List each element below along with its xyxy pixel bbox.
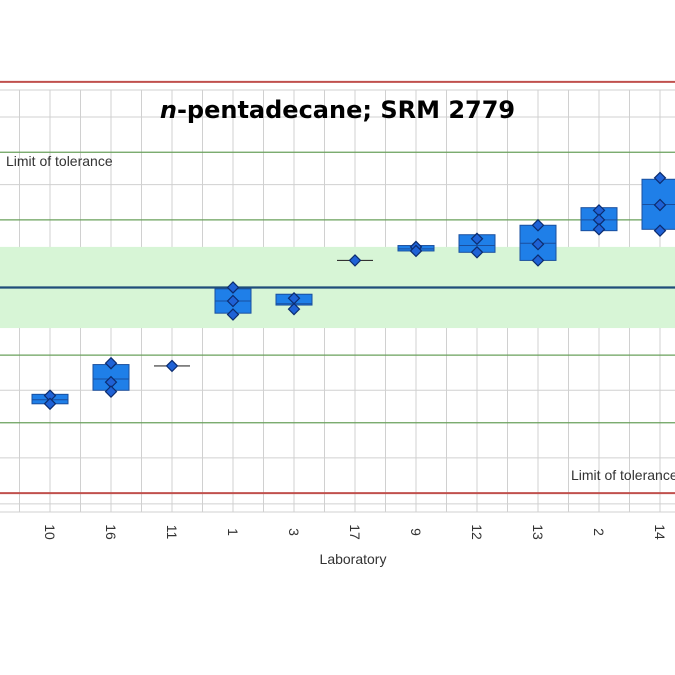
lab-1-point (226, 308, 240, 321)
lab-13-point (531, 254, 545, 267)
lab-16-group (92, 356, 130, 398)
lab-9-point (409, 244, 423, 258)
lab-1-point (226, 281, 240, 294)
lab-10-point (43, 397, 57, 411)
lab-1-point (226, 294, 240, 308)
x-tick-label: 1 (225, 528, 241, 536)
x-tick-label: 16 (103, 524, 119, 540)
x-tick-label: 12 (469, 524, 485, 540)
lab-11-point (165, 359, 179, 373)
tolerance-label-upper: Limit of tolerance (6, 153, 113, 169)
chart-title-rest: -pentadecane; SRM 2779 (176, 96, 516, 124)
chart-title: n-pentadecane; SRM 2779 (0, 96, 675, 124)
lab-11-group (154, 359, 190, 373)
lab-14-point (653, 224, 667, 238)
x-tick-label: 10 (42, 524, 58, 540)
x-tick-labels: 10 16 11 1 3 17 9 12 13 2 14 (42, 524, 668, 540)
plot-marks-layer (31, 171, 675, 411)
lab-1-group (214, 281, 252, 321)
lab-13-point (531, 237, 545, 251)
lab-14-group (641, 171, 675, 238)
lab-3-group (275, 291, 313, 316)
lab-14-point (653, 171, 667, 185)
lab-14-point (653, 198, 667, 212)
x-axis-label: Laboratory (320, 551, 387, 567)
lab-10-group (31, 389, 69, 411)
chart-title-italic: n (159, 96, 177, 124)
tolerance-label-lower: Limit of tolerance (571, 467, 675, 483)
lab-17-point (348, 254, 362, 267)
lab-3-point (287, 302, 301, 316)
lab-9-group (397, 240, 435, 258)
lab-2-group (580, 204, 618, 236)
x-tick-label: 11 (164, 525, 180, 540)
lab-12-point (470, 245, 484, 259)
lab-13-group (519, 218, 557, 267)
x-tick-label: 3 (286, 528, 302, 536)
lab-13-point (531, 218, 545, 232)
lab-16-point (104, 356, 118, 370)
lab-12-group (458, 232, 496, 259)
x-tick-label: 9 (408, 528, 424, 536)
x-tick-label: 14 (652, 524, 668, 540)
plot-background-layer (0, 80, 675, 513)
x-tick-label: 2 (591, 528, 607, 536)
x-tick-label: 13 (530, 524, 546, 540)
x-tick-label: 17 (347, 524, 363, 540)
lab-16-point (104, 385, 118, 398)
lab-2-point (592, 222, 606, 236)
lab-12-point (470, 232, 484, 246)
lab-17-group (337, 254, 373, 267)
